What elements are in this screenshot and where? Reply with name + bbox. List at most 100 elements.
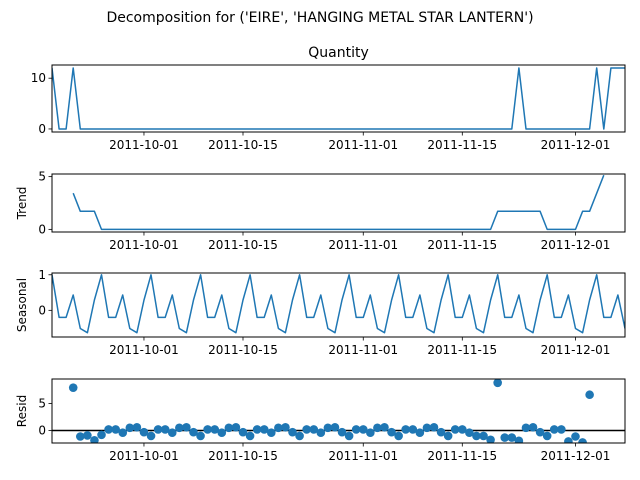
resid-point [97,430,106,440]
resid-point [358,425,368,434]
resid-point [486,435,495,443]
resid-point [90,435,99,443]
resid-point [521,423,531,433]
x-tick-label: 2011-11-15 [427,449,497,463]
resid-point [528,422,538,432]
series-line [52,67,625,130]
axes-frame [51,272,626,338]
resid-point [450,425,460,434]
resid-point [281,422,290,432]
resid-point [68,383,78,392]
y-tick-label: 1 [38,268,46,282]
x-tick-label: 2011-10-01 [109,343,179,357]
resid-point [479,431,488,441]
x-tick-label: 2011-10-01 [109,449,179,463]
resid-point [288,427,297,437]
panel-resid: Resid 2011-10-01 2011-10-15 2011-11-01 2011-… [15,378,626,463]
resid-point [443,431,453,441]
resid-point [203,425,212,434]
x-tick-label: 2011-10-15 [208,343,278,357]
resid-point [415,428,425,437]
plot-area [52,274,625,334]
panel-observed: Quantity 2011-10-01 2011-10-15 2011-11-01 20… [31,45,626,152]
resid-point [457,425,467,434]
resid-point [316,428,326,437]
resid-point [83,431,92,440]
resid-point [231,422,241,432]
x-tick-label: 2011-12-01 [541,138,611,152]
y-tick-label: 0 [38,303,46,317]
resid-point [266,428,276,437]
x-tick-label: 2011-11-01 [328,138,398,152]
x-tick-label: 2011-10-15 [208,449,278,463]
resid-point [217,428,227,437]
resid-point [493,379,502,388]
series-line [52,274,625,334]
plot-area [52,379,625,443]
resid-point [507,433,517,442]
resid-point [125,423,135,433]
resid-point [309,425,319,434]
resid-point [274,423,283,433]
resid-point [549,425,559,434]
resid-point [557,425,566,434]
resid-point [394,431,403,441]
resid-point [146,431,156,441]
resid-point [245,431,255,441]
x-tick-label: 2011-10-01 [109,138,179,152]
resid-point [132,422,142,432]
y-tick-label: 10 [31,71,46,85]
panel-trend: Trend 2011-10-01 2011-10-15 2011-11-01 2011-… [15,170,626,252]
y-tick-label: 5 [38,170,46,184]
resid-point [387,427,396,437]
resid-point [337,427,347,437]
y-tick-label: 0 [38,122,46,136]
panel-seasonal: Seasonal 2011-10-01 2011-10-15 2011-11-01 20… [15,268,626,357]
x-tick-label: 2011-10-15 [208,138,278,152]
resid-point [380,422,389,432]
resid-point [564,437,573,443]
resid-point [252,425,262,434]
resid-point [542,431,552,441]
resid-point [571,432,580,441]
x-tick-label: 2011-10-15 [208,238,278,252]
resid-point [259,425,269,434]
resid-point [118,428,128,437]
resid-point [366,428,375,437]
x-tick-label: 2011-12-01 [541,238,611,252]
resid-point [160,425,170,434]
resid-point [189,427,198,437]
y-axis-label: Trend [15,187,29,221]
axes-frame [51,173,626,233]
resid-point [351,425,361,434]
x-tick-label: 2011-11-15 [427,343,497,357]
y-axis-label: Resid [15,395,29,427]
resid-point [295,431,304,441]
x-tick-label: 2011-12-01 [541,343,611,357]
resid-point [514,436,524,443]
resid-point [238,427,248,437]
y-tick-label: 5 [38,396,46,410]
axes-frame [51,378,626,444]
panel-title: Quantity [308,45,369,61]
resid-point [330,422,340,432]
resid-point [373,423,382,433]
series-line [72,174,605,231]
resid-point [224,423,234,433]
x-tick-label: 2011-11-01 [328,238,398,252]
resid-point [182,422,191,432]
resid-point [111,425,120,434]
resid-point [500,433,510,442]
resid-point [344,431,354,441]
resid-point [585,390,594,400]
y-tick-label: 0 [38,424,46,438]
resid-point [167,428,177,437]
resid-point [196,431,205,441]
x-tick-label: 2011-12-01 [541,449,611,463]
resid-point [422,423,432,433]
axes-frame [51,64,626,133]
resid-point [139,427,149,437]
resid-point [401,425,411,434]
resid-point [323,423,333,433]
